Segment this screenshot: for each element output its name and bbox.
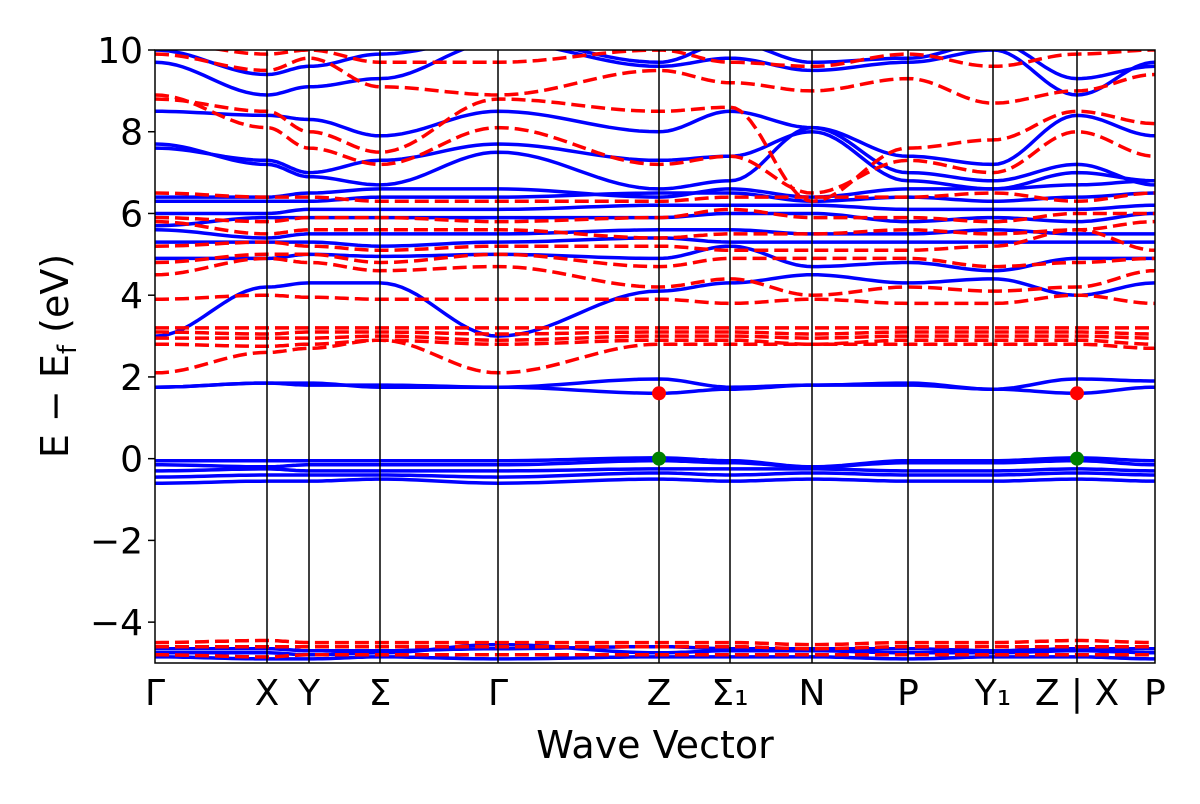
band-line-series-0-19 [155, 129, 1155, 191]
band-line-series-1-14 [155, 191, 1155, 203]
x-tick-label: P [897, 673, 919, 714]
x-tick-label: Σ₁ [711, 673, 748, 714]
band-line-series-0-20 [155, 109, 1155, 167]
band-edge-marker [652, 386, 666, 401]
y-tick-label: −2 [90, 521, 143, 562]
band-edge-marker [1070, 451, 1084, 466]
band-line-series-1-0 [155, 653, 1155, 659]
y-tick-label: −4 [90, 603, 143, 644]
x-tick-label: Y₁ [974, 673, 1011, 714]
band-edge-marker [1070, 386, 1084, 401]
y-tick-label: 6 [120, 194, 143, 235]
band-line-series-1-8 [155, 293, 1155, 306]
band-line-series-1-11 [155, 228, 1155, 252]
band-line-series-1-17 [155, 52, 1155, 105]
band-line-series-0-9 [155, 381, 1155, 396]
kpoint-lines [266, 50, 1078, 663]
band-edge-markers [652, 386, 1084, 466]
x-axis-label: Wave Vector [536, 723, 774, 767]
x-tick-label: Z | X [1035, 673, 1119, 714]
band-line-series-1-15 [155, 93, 1155, 195]
band-line-series-0-4 [155, 471, 1155, 479]
x-tick-label: Γ [145, 673, 165, 714]
y-tick-label: 0 [120, 440, 143, 481]
band-line-series-0-18 [155, 125, 1155, 191]
band-lines [155, 50, 1155, 661]
band-line-series-0-6 [155, 458, 1155, 469]
y-tick-label: 2 [120, 358, 143, 399]
x-tick-label: Σ [369, 673, 392, 714]
band-line-series-0-7 [155, 456, 1155, 469]
band-line-series-0-15 [155, 203, 1155, 216]
x-axis-ticks: Γ X Y Σ Γ Z Σ₁ N P Y₁ Z | X P [145, 673, 1166, 714]
band-line-series-0-3 [155, 477, 1155, 485]
band-line-series-0-10 [155, 273, 1155, 338]
x-tick-label: Z [647, 673, 672, 714]
plot-frame [154, 49, 1156, 664]
band-edge-marker [652, 451, 666, 466]
band-line-series-0-2 [155, 644, 1155, 653]
y-axis-label: E − Ef (eV) [33, 254, 83, 458]
band-line-series-0-5 [155, 467, 1155, 473]
band-line-series-0-0 [155, 655, 1155, 661]
band-line-series-1-4 [155, 338, 1155, 349]
band-line-series-1-12 [155, 219, 1155, 240]
x-tick-label: X [255, 673, 280, 714]
band-line-series-1-10 [155, 252, 1155, 269]
band-line-series-1-2 [155, 638, 1155, 647]
y-axis-ticks: −4 −2 0 2 4 6 8 10 [90, 31, 155, 644]
band-line-series-1-5 [155, 334, 1155, 342]
band-line-series-0-13 [155, 228, 1155, 240]
band-line-series-0-12 [155, 236, 1155, 248]
band-line-series-1-6 [155, 330, 1155, 336]
y-tick-label: 8 [120, 113, 143, 154]
band-line-series-1-1 [155, 644, 1155, 651]
band-line-series-1-16 [155, 97, 1155, 203]
x-tick-label: P [1144, 673, 1166, 714]
x-tick-label: N [799, 673, 826, 714]
x-tick-label: Γ [488, 673, 508, 714]
x-tick-label: Y [297, 673, 321, 714]
band-line-series-0-21 [155, 50, 1155, 97]
y-tick-label: 10 [97, 31, 143, 72]
y-tick-label: 4 [120, 276, 143, 317]
band-line-series-1-9 [155, 256, 1155, 297]
band-line-series-1-3 [155, 338, 1155, 375]
band-line-series-0-22 [155, 50, 1155, 81]
band-line-series-1-13 [155, 207, 1155, 224]
